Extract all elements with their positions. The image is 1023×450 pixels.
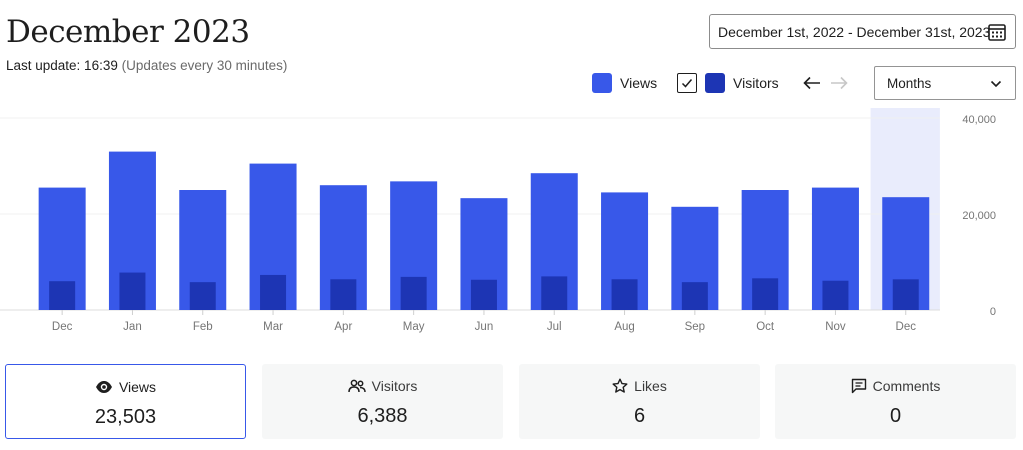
x-tick-label: Jun: [475, 321, 494, 333]
y-tick-label: 40,000: [962, 114, 996, 126]
visitors-bar: [330, 279, 357, 310]
visitors-bar: [541, 276, 568, 310]
x-tick-label: Dec: [896, 321, 917, 333]
legend-visitors-label: Visitors: [733, 75, 779, 91]
eye-icon: [95, 381, 112, 393]
chevron-down-icon: [990, 80, 1002, 88]
views-visitors-chart: 40,000 20,000 0 Dec Jan Feb Mar Apr May Jun Jul Aug…: [0, 108, 1023, 338]
comments-card-label: Comments: [775, 378, 1016, 394]
calendar-icon: [988, 24, 1006, 41]
likes-card-value: 6: [633, 405, 646, 427]
x-tick-label: Apr: [334, 321, 352, 333]
star-icon: [612, 378, 628, 393]
comments-summary-card[interactable]: Comments 0: [775, 364, 1016, 439]
views-card-value: 23,503: [94, 406, 157, 428]
visitors-bar: [611, 279, 638, 310]
visitors-card-label: Visitors: [262, 378, 503, 394]
visitors-summary-card[interactable]: Visitors 6,388: [262, 364, 503, 439]
x-tick-label: Jan: [123, 321, 142, 333]
views-card-label: Views: [6, 379, 245, 395]
people-icon: [347, 379, 366, 393]
comment-icon: [851, 378, 866, 394]
visitors-bar: [189, 282, 216, 310]
update-frequency-note: (Updates every 30 minutes): [121, 58, 288, 73]
likes-card-label-text: Likes: [634, 378, 667, 394]
arrow-right-icon[interactable]: [828, 72, 850, 94]
checkmark-icon: [681, 79, 693, 88]
visitors-card-label-text: Visitors: [371, 378, 418, 394]
visitors-bar: [892, 279, 919, 310]
visitors-bar: [400, 276, 427, 310]
x-tick-label: Jul: [547, 321, 562, 333]
visitors-bar: [752, 278, 779, 310]
comments-card-value: 0: [889, 405, 902, 427]
bar-chart: 40,000 20,000 0 Dec Jan Feb Mar Apr May Jun Jul Aug…: [0, 108, 996, 333]
visitors-bar: [681, 282, 708, 310]
legend-visitors: Visitors: [705, 70, 779, 96]
x-tick-label: Mar: [263, 321, 283, 333]
y-tick-label: 0: [990, 306, 996, 318]
views-card-label-text: Views: [118, 379, 157, 395]
x-tick-label: Oct: [756, 321, 775, 333]
x-tick-label: Aug: [614, 321, 634, 333]
period-select-value: Months: [887, 75, 932, 91]
x-tick-label: Nov: [825, 321, 846, 333]
period-select[interactable]: Months: [874, 66, 1016, 100]
last-update-label: Last update: 16:39: [6, 58, 118, 73]
last-update-text: Last update: 16:39 (Updates every 30 min…: [6, 58, 287, 73]
visitors-bar: [260, 274, 287, 310]
visitors-bar: [119, 272, 146, 310]
visitors-bar: [470, 279, 497, 310]
visitors-toggle-checkbox[interactable]: [677, 73, 697, 93]
page-title: December 2023: [6, 14, 250, 50]
legend-views: Views: [592, 70, 657, 96]
y-tick-label: 20,000: [962, 210, 996, 222]
views-summary-card[interactable]: Views 23,503: [5, 364, 246, 439]
x-tick-label: May: [403, 321, 425, 333]
x-tick-label: Feb: [193, 321, 213, 333]
visitors-card-value: 6,388: [357, 405, 408, 427]
visitors-bar: [49, 281, 76, 310]
visitors-bar: [822, 280, 849, 310]
likes-card-label: Likes: [519, 378, 760, 394]
likes-summary-card[interactable]: Likes 6: [519, 364, 760, 439]
date-range-picker[interactable]: December 1st, 2022 - December 31st, 2023: [709, 14, 1016, 49]
legend-views-label: Views: [620, 75, 658, 91]
comments-card-label-text: Comments: [872, 378, 941, 394]
arrow-left-icon[interactable]: [801, 72, 823, 94]
x-tick-label: Dec: [52, 321, 73, 333]
date-range-value: December 1st, 2022 - December 31st, 2023: [718, 23, 991, 40]
visitors-swatch: [705, 73, 725, 93]
views-swatch: [592, 73, 612, 93]
x-tick-label: Sep: [685, 321, 705, 333]
